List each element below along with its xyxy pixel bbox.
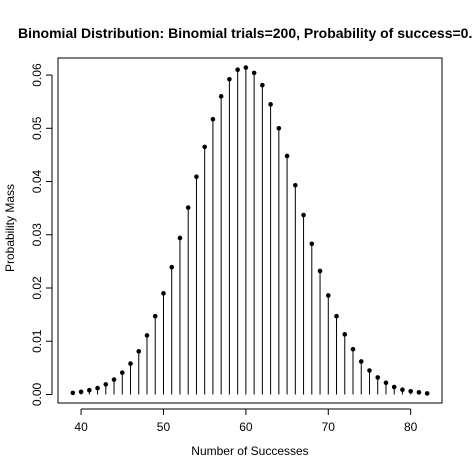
stem-point	[78, 389, 84, 395]
stem-point	[227, 76, 232, 82]
stem-point	[276, 125, 282, 131]
x-tick-label: 50	[157, 420, 171, 434]
stem-point	[400, 387, 405, 392]
stem-point	[301, 212, 306, 218]
stem-point	[144, 333, 150, 338]
x-tick-label: 60	[239, 420, 253, 434]
stem-series	[70, 65, 430, 396]
stem-point	[210, 116, 216, 122]
stem-point	[136, 349, 142, 354]
stem-point	[424, 391, 430, 396]
y-tick-label: 0.00	[30, 382, 44, 406]
x-axis-label: Number of Successes	[191, 444, 308, 458]
stem-point	[260, 82, 265, 88]
y-tick-label: 0.01	[30, 329, 44, 353]
y-tick-label: 0.05	[30, 116, 44, 140]
stem-point	[293, 182, 298, 188]
y-tick-label: 0.04	[30, 170, 44, 194]
stem-point	[152, 313, 158, 319]
stem-point	[251, 70, 257, 76]
stem-point	[177, 235, 183, 241]
stem-point	[284, 153, 290, 159]
stem-point	[350, 346, 356, 352]
stem-point	[70, 390, 76, 396]
y-axis: 0.00 0.01 0.02 0.03 0.04 0.05 0.06	[30, 63, 53, 406]
stem-point	[128, 361, 133, 366]
stem-point	[218, 94, 224, 99]
stem-point	[119, 370, 125, 375]
stem-point	[202, 144, 207, 150]
stem-point	[243, 65, 249, 70]
x-tick-label: 40	[74, 420, 88, 434]
stem-point	[194, 174, 199, 180]
y-tick-label: 0.03	[30, 223, 44, 247]
stem-point	[317, 268, 323, 274]
x-tick-label: 70	[322, 420, 336, 434]
stem-point	[342, 332, 348, 337]
stem-point	[268, 102, 273, 107]
stem-point	[111, 377, 117, 382]
stem-point	[416, 390, 422, 395]
stem-point	[161, 291, 166, 296]
stem-point	[408, 388, 413, 394]
stem-point	[87, 387, 92, 393]
y-axis-label: Probability Mass	[3, 184, 17, 272]
stem-point	[169, 264, 175, 270]
y-tick-label: 0.02	[30, 276, 44, 300]
stem-point	[325, 293, 331, 298]
stem-point	[235, 67, 240, 73]
stem-point	[334, 313, 339, 319]
stem-point	[185, 205, 191, 210]
plot-area-frame	[57, 57, 443, 404]
chart-title: Binomial Distribution: Binomial trials=2…	[18, 25, 472, 41]
stem-point	[309, 241, 315, 247]
stem-point	[358, 359, 364, 364]
x-axis: 40 50 60 70 80	[74, 408, 418, 434]
stem-point	[95, 385, 100, 391]
stem-point	[103, 382, 109, 387]
stem-point	[367, 368, 372, 373]
x-tick-label: 80	[404, 420, 418, 434]
stem-point	[383, 380, 389, 386]
stem-point	[391, 384, 397, 390]
y-tick-label: 0.06	[30, 63, 44, 87]
stem-point	[375, 375, 381, 380]
